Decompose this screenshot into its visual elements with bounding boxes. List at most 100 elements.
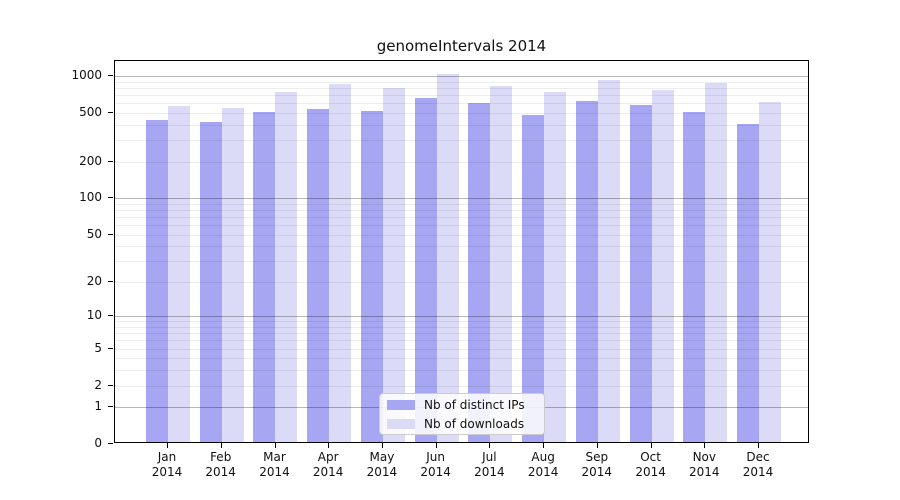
gridline-minor	[115, 385, 808, 387]
x-tick-label-dec: Dec 2014	[742, 450, 774, 479]
x-tick-mark	[220, 443, 222, 448]
x-tick-label-apr: Apr 2014	[312, 450, 344, 479]
x-tick-mark	[274, 443, 276, 448]
legend-label-distinct-ips: Nb of distinct IPs	[424, 397, 525, 412]
legend-swatch-downloads	[387, 418, 415, 429]
bar-distinct-ips-jan	[146, 120, 168, 442]
bar-distinct-ips-apr	[307, 108, 330, 442]
x-tick-label-nov: Nov 2014	[689, 450, 720, 479]
x-tick-label-oct: Oct 2014	[635, 450, 666, 479]
bar-downloads-feb	[221, 107, 244, 442]
y-tick-label: 0	[94, 436, 102, 450]
gridline-minor	[115, 225, 808, 227]
x-tick-label-feb: Feb 2014	[205, 450, 236, 479]
x-tick-label-may: May 2014	[366, 450, 398, 479]
bar-distinct-ips-dec	[737, 124, 760, 442]
plot-area	[114, 60, 809, 443]
y-tick-label: 20	[86, 273, 102, 288]
x-tick-mark	[543, 443, 545, 448]
y-tick-mark	[108, 315, 113, 317]
bar-distinct-ips-jun	[414, 98, 437, 442]
bar-downloads-jul	[490, 85, 513, 442]
gridline-minor	[115, 140, 808, 142]
x-tick-mark	[167, 443, 168, 448]
y-tick-mark	[108, 197, 113, 199]
x-tick-mark	[758, 443, 759, 448]
bar-downloads-aug	[544, 92, 567, 442]
gridline-minor	[115, 281, 808, 283]
y-tick-label: 1	[94, 399, 102, 414]
gridline-major	[115, 316, 808, 318]
y-tick-label: 200	[79, 153, 102, 168]
y-tick-mark	[108, 160, 113, 162]
bar-downloads-sep	[597, 79, 620, 442]
gridline-minor	[115, 124, 808, 126]
gridline-minor	[115, 217, 808, 219]
gridline-minor	[115, 246, 808, 248]
y-tick-mark	[108, 112, 113, 113]
x-tick-mark	[435, 443, 437, 448]
bar-downloads-jun	[436, 74, 459, 442]
bar-distinct-ips-feb	[199, 122, 222, 442]
gridline-minor	[115, 113, 808, 114]
y-tick-mark	[108, 280, 113, 282]
legend-item-downloads: Nb of downloads	[387, 417, 544, 431]
y-tick-mark	[108, 75, 113, 77]
bar-distinct-ips-sep	[575, 100, 598, 442]
x-tick-mark	[650, 443, 652, 448]
bar-distinct-ips-jul	[468, 103, 491, 442]
bar-downloads-dec	[759, 102, 782, 442]
y-tick-label: 10	[86, 308, 102, 323]
gridline-major	[115, 198, 808, 200]
y-tick-label: 1000	[71, 68, 102, 83]
gridline-minor	[115, 321, 808, 323]
x-tick-mark	[328, 443, 330, 448]
x-tick-label-sep: Sep 2014	[581, 450, 613, 479]
bar-downloads-nov	[705, 83, 728, 442]
x-tick-mark	[704, 443, 706, 448]
gridline-minor	[115, 261, 808, 263]
legend-label-downloads: Nb of downloads	[424, 416, 525, 431]
x-tick-label-jan: Jan 2014	[151, 450, 183, 479]
y-tick-mark	[108, 384, 113, 386]
x-tick-mark	[596, 443, 598, 448]
y-tick-mark	[108, 347, 113, 349]
gridline-minor	[115, 81, 808, 83]
gridline-minor	[115, 203, 808, 205]
bar-downloads-mar	[275, 92, 298, 442]
y-tick-mark	[108, 233, 113, 235]
chart-title: genomeIntervals 2014	[376, 37, 547, 55]
y-tick-label: 5	[94, 340, 102, 355]
bar-downloads-oct	[651, 89, 674, 442]
y-tick-label: 100	[79, 190, 102, 205]
y-tick-label: 500	[79, 105, 102, 119]
x-tick-mark	[489, 443, 491, 448]
gridline-minor	[115, 103, 808, 105]
gridline-minor	[115, 333, 808, 335]
bar-distinct-ips-nov	[683, 111, 706, 442]
bar-downloads-may	[382, 88, 405, 442]
gridline-minor	[115, 370, 808, 372]
legend: Nb of distinct IPs Nb of downloads	[379, 393, 545, 435]
gridline-minor	[115, 88, 808, 89]
y-tick-mark	[108, 443, 113, 444]
gridline-minor	[115, 348, 808, 350]
bar-distinct-ips-oct	[629, 104, 652, 442]
y-tick-label: 2	[94, 377, 102, 392]
bar-downloads-apr	[329, 84, 352, 442]
y-tick-mark	[108, 406, 113, 408]
gridline-minor	[115, 161, 808, 163]
y-tick-label: 50	[86, 226, 102, 241]
bar-distinct-ips-may	[360, 110, 383, 442]
bar-downloads-jan	[168, 106, 190, 442]
x-tick-label-aug: Aug 2014	[527, 450, 559, 479]
gridline-minor	[115, 358, 808, 360]
x-tick-label-jul: Jul 2014	[474, 450, 505, 479]
bar-distinct-ips-aug	[522, 114, 545, 442]
gridline-minor	[115, 340, 808, 342]
gridline-minor	[115, 95, 808, 97]
gridline-minor	[115, 327, 808, 328]
legend-swatch-distinct-ips	[387, 399, 415, 410]
bar-distinct-ips-mar	[253, 112, 276, 442]
